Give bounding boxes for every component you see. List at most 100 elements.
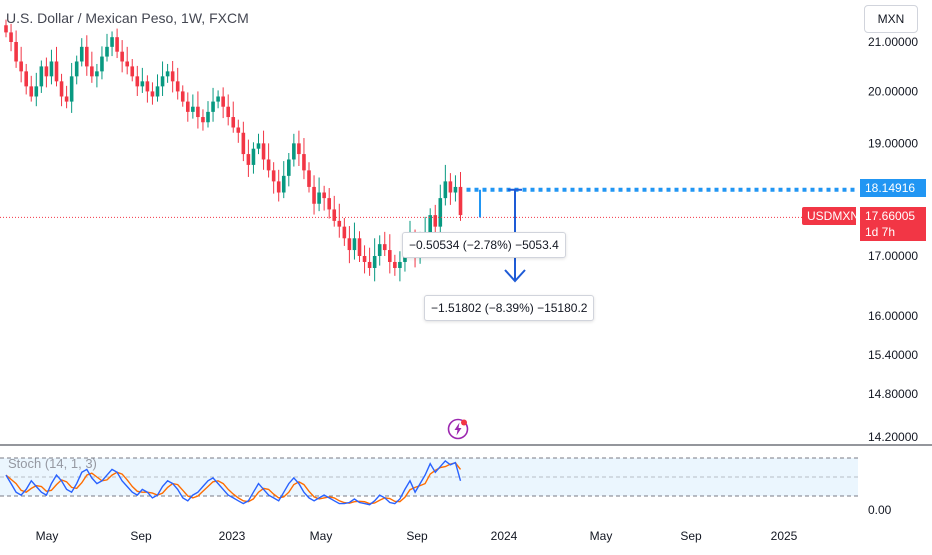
time-tick-label: Sep <box>680 529 702 543</box>
candle-body <box>428 215 432 233</box>
candle-body <box>44 66 49 77</box>
measure-label-small: −0.50534 (−2.78%) −5053.4 <box>402 232 566 258</box>
candle-body <box>4 25 8 33</box>
measure-arrow-head <box>504 269 526 283</box>
time-tick-label: Sep <box>406 529 428 543</box>
candle-body <box>372 256 377 268</box>
candle-body <box>180 91 185 102</box>
candle-body <box>362 256 367 262</box>
candle-body <box>59 81 64 97</box>
candle-body <box>201 117 205 123</box>
candle-body <box>302 154 306 171</box>
candle-body <box>433 215 438 227</box>
candle-body <box>125 61 129 67</box>
candle-body <box>49 61 54 77</box>
candle-body <box>14 42 18 62</box>
candle-body <box>241 132 246 155</box>
candle-body <box>145 81 150 92</box>
candle-body <box>216 96 220 102</box>
candle-body <box>256 143 261 149</box>
candle-body <box>317 192 321 204</box>
candle-body <box>39 66 44 87</box>
candle-body <box>150 91 155 97</box>
candle-body <box>443 181 448 199</box>
candle-body <box>448 181 453 193</box>
candle-body <box>90 66 94 77</box>
time-tick-label: May <box>310 529 333 543</box>
candle-body <box>211 101 215 112</box>
candle-body <box>165 71 170 77</box>
candle-body <box>438 198 443 227</box>
candle-body <box>135 76 140 87</box>
candle-body <box>100 56 104 72</box>
price-tick-label: 20.00000 <box>868 84 918 98</box>
price-tick-label: 17.00000 <box>868 249 918 263</box>
candle-body <box>458 186 463 216</box>
candle-body <box>115 37 119 52</box>
stoch-legend-label[interactable]: Stoch (14, 1, 3) <box>8 456 97 471</box>
candle-body <box>130 66 135 77</box>
candle-body <box>382 244 387 251</box>
measure-label-large: −1.51802 (−8.39%) −15180.2 <box>424 295 595 321</box>
candle-body <box>120 51 124 62</box>
candle-body <box>453 186 458 193</box>
candle-body <box>175 81 180 92</box>
time-tick-label: 2023 <box>219 529 246 543</box>
candle-body <box>276 181 281 193</box>
price-tick-label: 19.00000 <box>868 136 918 150</box>
candle-body <box>110 37 114 47</box>
candle-body <box>54 61 59 82</box>
time-tick-label: May <box>590 529 613 543</box>
candle-body <box>393 261 397 268</box>
candle-body <box>140 81 145 87</box>
candle-body <box>398 261 402 268</box>
candle-body <box>342 226 347 239</box>
price-tick-label: 21.00000 <box>868 35 918 49</box>
candle-body <box>95 71 99 77</box>
candle-body <box>221 96 225 107</box>
candle-body <box>357 238 362 256</box>
candle-body <box>327 198 331 210</box>
time-tick-label: 2025 <box>771 529 798 543</box>
lightning-icon[interactable] <box>447 418 469 440</box>
candle-body <box>337 220 342 227</box>
price-tick-label: 16.00000 <box>868 309 918 323</box>
time-tick-label: 2024 <box>491 529 518 543</box>
candle-body <box>347 238 352 251</box>
currency-button[interactable]: MXN <box>864 5 918 33</box>
candle-body <box>352 238 357 251</box>
candle-body <box>297 143 301 155</box>
candle-body <box>377 244 382 256</box>
candle-body <box>261 143 266 160</box>
candle-body <box>160 76 165 87</box>
candle-body <box>332 209 337 221</box>
candle-body <box>34 86 39 97</box>
candle-body <box>292 143 296 160</box>
candle-body <box>69 76 74 102</box>
candle-body <box>74 61 79 77</box>
candle-body <box>236 127 241 133</box>
candle-body <box>312 186 316 204</box>
candle-body <box>266 159 271 171</box>
chart-title: U.S. Dollar / Mexican Peso, 1W, FXCM <box>6 10 249 26</box>
candle-body <box>155 86 160 97</box>
candle-body <box>307 170 311 187</box>
candle-body <box>206 111 210 123</box>
candle-body <box>271 170 276 182</box>
candle-body <box>196 106 200 118</box>
candle-body <box>24 71 28 87</box>
price-tick-label: 14.80000 <box>868 387 918 401</box>
candle-body <box>191 106 195 112</box>
stoch-scale-tick: 0.00 <box>868 503 892 517</box>
candle-body <box>9 32 13 42</box>
candle-body <box>388 250 392 262</box>
candle-body <box>170 71 175 82</box>
candle-body <box>251 148 256 165</box>
candle-body <box>226 106 230 118</box>
candle-body <box>19 61 23 72</box>
current-price-label: 17.66005 <box>860 207 926 225</box>
candle-body <box>231 117 236 128</box>
candle-body <box>79 46 84 62</box>
